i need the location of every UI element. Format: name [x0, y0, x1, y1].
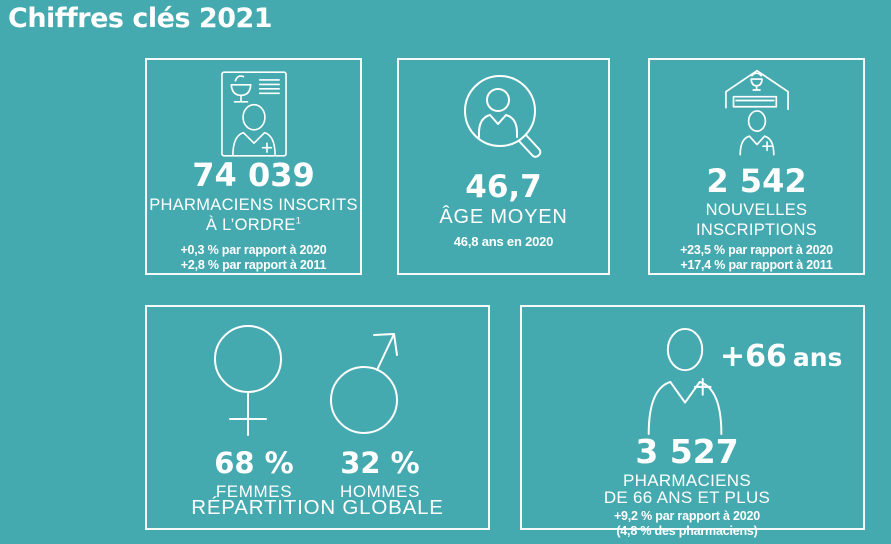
pharmacy-counter-pharmacist-icon	[724, 69, 789, 156]
male-iconbox	[328, 323, 432, 439]
gender-column-male: 32 % HOMMES	[305, 323, 455, 502]
seniors-note-share: (4,8 % des pharmaciens)	[616, 524, 758, 539]
registered-note-2020: +0,3 % par rapport à 2020	[180, 242, 327, 257]
male-percentage: 32 %	[340, 446, 420, 480]
average-age-label: ÂGE MOYEN	[439, 205, 568, 228]
male-label: HOMMES	[339, 482, 421, 501]
card-new-registrations: 2 542 NOUVELLES INSCRIPTIONS +23,5 % par…	[648, 58, 865, 275]
registered-note-2011: +2,8 % par rapport à 2011	[180, 257, 327, 272]
seniors-badge-value: +66	[720, 339, 787, 374]
seniors-badge-unit: ans	[792, 343, 843, 372]
female-symbol-icon	[214, 325, 282, 436]
magnifier-person-icon	[463, 75, 541, 158]
seniors-label: PHARMACIENS DE 66 ANS ET PLUS	[522, 470, 852, 508]
seniors-age-badge: +66 ans	[720, 339, 842, 374]
new-registrations-note-2020: +23,5 % par rapport à 2020	[680, 242, 833, 257]
page-title: Chiffres clés 2021	[8, 3, 273, 34]
seniors-notes: +9,2 % par rapport à 2020 (4,8 % des pha…	[522, 509, 852, 539]
registered-notes: +0,3 % par rapport à 2020 +2,8 % par rap…	[180, 243, 326, 274]
gender-caption: RÉPARTITION GLOBALE	[191, 496, 444, 519]
average-age-value: 46,7	[465, 169, 542, 205]
card-registered-pharmacists: 74 039 PHARMACIENS INSCRITS À L’ORDRE1 +…	[145, 58, 362, 275]
footnote-marker: 1	[295, 215, 302, 226]
registered-label: PHARMACIENS INSCRITS À L’ORDRE1	[149, 195, 358, 236]
card-senior-pharmacists: +66 ans 3 527 PHARMACIENS DE 66 ANS ET PL…	[520, 305, 865, 538]
seniors-note-2020: +9,2 % par rapport à 2020	[613, 509, 761, 524]
seniors-textblock: 3 527 PHARMACIENS DE 66 ANS ET PLUS +9,2…	[522, 432, 852, 539]
female-iconbox	[204, 323, 304, 439]
female-percentage: 68 %	[214, 446, 294, 480]
new-registrations-count: 2 542	[706, 162, 807, 200]
registered-count: 74 039	[192, 156, 315, 194]
registered-label-line1: PHARMACIENS INSCRITS	[149, 195, 358, 214]
average-age-note: 46,8 ans en 2020	[453, 234, 554, 250]
female-label: FEMMES	[215, 482, 293, 501]
seniors-label-line2: DE 66 ANS ET PLUS	[603, 488, 771, 508]
new-registrations-notes: +23,5 % par rapport à 2020 +17,4 % par r…	[680, 243, 833, 274]
seniors-label-line1: PHARMACIENS	[623, 470, 751, 490]
male-symbol-icon	[330, 333, 398, 434]
new-registrations-label: NOUVELLES INSCRIPTIONS	[696, 200, 817, 240]
card-average-age: 46,7 ÂGE MOYEN 46,8 ans en 2020	[397, 58, 610, 275]
card-gender-split: 68 % FEMMES 32 % HOMMES RÉPARTITION GLOB…	[145, 305, 490, 530]
seniors-count: 3 527	[635, 432, 739, 471]
new-registrations-note-2011: +17,4 % par rapport à 2011	[680, 257, 833, 272]
pharmacist-id-card-icon	[220, 71, 287, 157]
senior-pharmacist-icon	[647, 327, 723, 436]
gender-column-female: 68 % FEMMES	[179, 323, 329, 502]
registered-label-line2: À L’ORDRE1	[205, 215, 302, 235]
